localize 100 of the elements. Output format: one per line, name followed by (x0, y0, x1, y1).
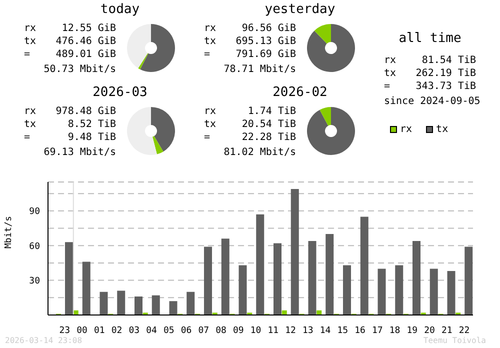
bar (117, 290, 126, 315)
x-tick-label: 04 (146, 326, 157, 336)
chart-title: yesterday (264, 2, 336, 17)
x-tick-label: 08 (216, 326, 226, 336)
text: = (384, 80, 390, 93)
text: 9.48 TiB (68, 131, 116, 144)
chart-title: today (99, 2, 141, 17)
bar (221, 238, 230, 315)
x-tick-label: 01 (94, 326, 105, 336)
text: 12.55 GiB (62, 22, 116, 35)
x-tick-label: 18 (389, 326, 400, 336)
text: 81.02 Mbit/s (222, 146, 296, 159)
bar (65, 242, 73, 315)
x-tick-label: 09 (233, 326, 244, 336)
bar (447, 271, 456, 315)
bar (100, 292, 108, 315)
bar (152, 295, 160, 315)
x-tick-label: 13 (302, 326, 314, 336)
donut-slice (138, 53, 148, 70)
text: 8.52 TiB (68, 118, 116, 131)
donut-slice (127, 24, 151, 68)
text: = (204, 48, 210, 61)
x-tick-label: 20 (424, 326, 435, 336)
text: tx (24, 35, 36, 48)
text: since 2024-09-05 (384, 95, 480, 108)
x-tick-label: 17 (372, 326, 383, 336)
x-tick-label: 14 (320, 326, 331, 336)
x-tick-label: 00 (76, 326, 88, 336)
text: rx (24, 105, 36, 118)
text: = (24, 48, 30, 61)
x-tick-label: 19 (406, 326, 418, 336)
text: 978.48 GiB (56, 105, 116, 118)
x-tick-label: 23 (59, 326, 70, 336)
legend-label: tx (436, 124, 448, 135)
bar (395, 265, 404, 315)
text: 22.28 TiB (242, 131, 296, 144)
text: 343.73 TiB (416, 80, 476, 93)
legend-label: rx (400, 124, 412, 135)
bar (308, 240, 316, 315)
x-tick-label: 15 (337, 326, 348, 336)
x-tick-label: 21 (442, 326, 452, 336)
text: 791.69 GiB (236, 48, 296, 61)
y-tick-label: 60 (29, 242, 40, 252)
donut-slice (140, 24, 175, 72)
x-tick-label: 06 (180, 326, 192, 336)
text: 489.01 GiB (56, 48, 116, 61)
donut-slice (151, 107, 175, 152)
x-tick-label: 11 (268, 326, 279, 336)
text: 262.19 TiB (416, 67, 476, 80)
bar (412, 240, 420, 315)
text: rx (384, 54, 396, 67)
x-tick-label: 12 (285, 326, 296, 336)
text: 20.54 TiB (242, 118, 296, 131)
x-tick-label: 22 (458, 326, 470, 336)
text: rx (24, 22, 36, 35)
x-tick-label: 10 (250, 326, 262, 336)
donut-slice (127, 107, 157, 155)
bar (290, 188, 299, 315)
chart-title: 2026-03 (92, 85, 148, 100)
y-tick-label: 90 (29, 207, 40, 218)
text: 81.54 TiB (422, 54, 476, 67)
x-tick-label: 05 (164, 326, 174, 336)
text: 50.73 Mbit/s (42, 63, 116, 76)
text: tx (204, 118, 216, 131)
y-tick-label: 30 (29, 276, 40, 286)
text: rx (204, 22, 216, 35)
bar (82, 262, 90, 315)
text: = (24, 131, 30, 144)
bar (274, 243, 282, 315)
bar (186, 292, 195, 315)
text: = (204, 131, 210, 144)
text: 96.56 GiB (242, 22, 296, 35)
y-axis-title: Mbit/s (4, 216, 14, 248)
text: tx (204, 35, 216, 48)
text: 1.74 TiB (248, 105, 296, 118)
bar (378, 268, 386, 315)
text: tx (24, 118, 36, 131)
bar (343, 265, 351, 315)
bar (204, 246, 212, 315)
text: tx (384, 67, 396, 80)
x-tick-label: 02 (111, 326, 122, 336)
donut-slice (307, 24, 355, 72)
text: 476.46 GiB (56, 35, 116, 48)
bar (326, 234, 334, 315)
donut-slice (320, 107, 331, 126)
bar (430, 268, 438, 315)
x-tick-label: 03 (128, 326, 140, 336)
text: rx (204, 105, 216, 118)
text: all time (398, 31, 462, 46)
donut-slice (152, 136, 164, 154)
bar (238, 265, 247, 315)
bar (169, 301, 178, 315)
donut-slice (307, 107, 355, 155)
bar (256, 214, 264, 315)
x-tick-label: 16 (354, 326, 366, 336)
x-tick-label: 07 (198, 326, 210, 336)
text: 78.71 Mbit/s (222, 63, 296, 76)
donut-slice (314, 24, 331, 44)
text: 69.13 Mbit/s (42, 146, 116, 159)
bar (134, 296, 142, 315)
